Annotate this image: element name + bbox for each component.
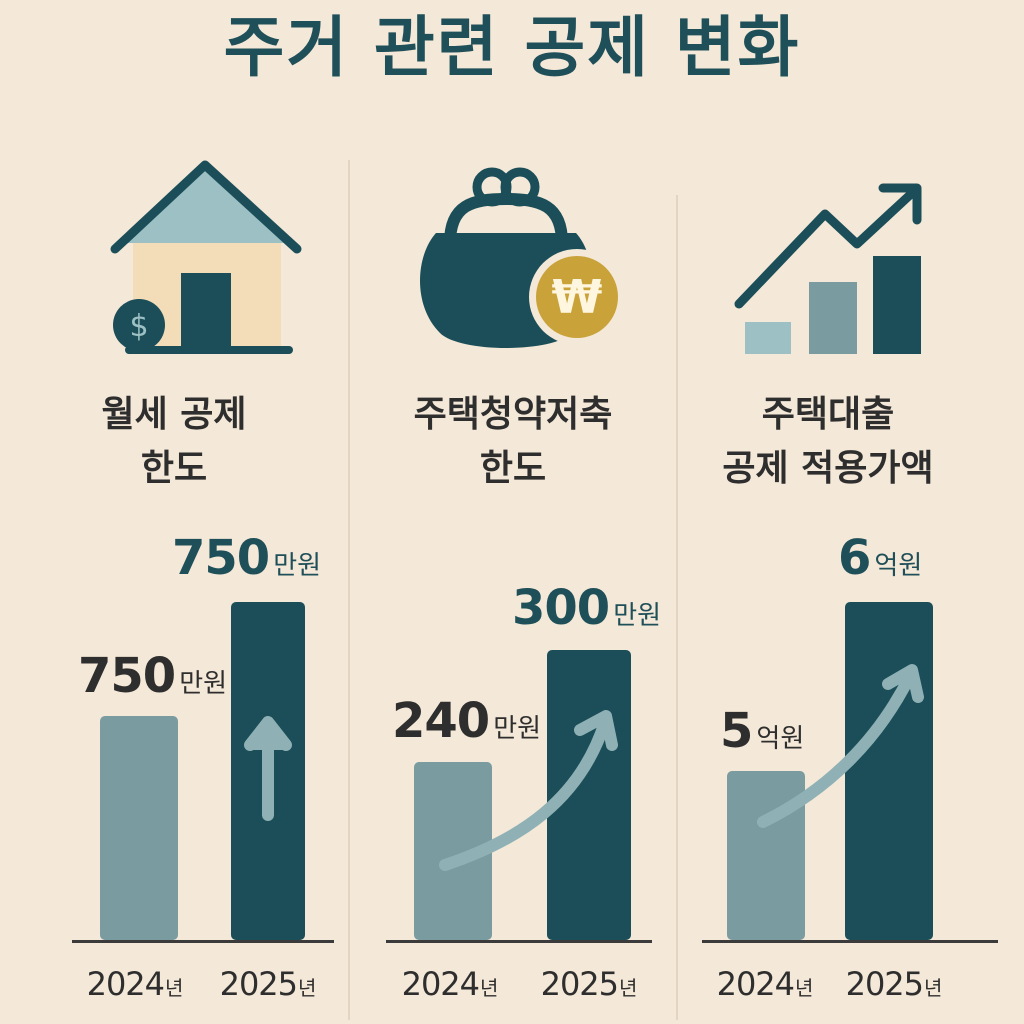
bar-2024: [727, 771, 805, 940]
bar-2025: [845, 602, 933, 940]
heading-line-2: 한도: [479, 448, 547, 489]
tick-year: 2024: [401, 965, 480, 1003]
value-label-2024: 5 억원: [720, 703, 804, 759]
tick-unit: 년: [165, 976, 184, 1000]
value-unit: 만원: [493, 714, 542, 744]
bar-2024: [100, 716, 178, 940]
value-label-2024: 750 만원: [78, 648, 227, 704]
value-number: 300: [512, 580, 610, 636]
x-axis-line: [72, 940, 334, 943]
panel-heading: 주택대출 공제 적용가액: [678, 388, 978, 496]
panel-heading: 주택청약저축 한도: [350, 388, 676, 496]
svg-text:$: $: [129, 309, 148, 344]
tick-unit: 년: [298, 976, 317, 1000]
tick-year: 2024: [716, 965, 795, 1003]
tick-unit: 년: [795, 976, 814, 1000]
value-number: 750: [78, 648, 176, 704]
panel-savings-deduction: ₩ 주택청약저축 한도 240 만원 300 만원 2024년 2025년: [350, 0, 676, 1024]
trend-arrow-icon: [244, 716, 292, 821]
coin-purse-icon: ₩: [420, 167, 625, 348]
trend-arrow-icon: [757, 664, 924, 828]
heading-line-2: 공제 적용가액: [722, 448, 934, 489]
value-label-2025: 6 억원: [838, 530, 922, 586]
heading-line-1: 월세 공제: [101, 394, 247, 435]
panel-mortgage-deduction: 주택대출 공제 적용가액 5 억원 6 억원 2024년 2025년: [678, 0, 1024, 1024]
page-title: 주거 관련 공제 변화: [223, 9, 801, 86]
divider-right: [676, 195, 678, 1020]
bar-chart: [100, 602, 305, 940]
value-unit: 만원: [613, 601, 662, 631]
x-axis-line: [702, 940, 998, 943]
panel-rent-deduction: $ 월세 공제 한도 750 만원 750 만원 2024년 2025년: [0, 0, 348, 1024]
tick-year: 2025: [845, 965, 924, 1003]
growth-chart-icon: [734, 183, 922, 354]
x-tick-label-2025: 2025년: [533, 965, 645, 1003]
tick-year: 2025: [219, 965, 298, 1003]
value-label-2024: 240 만원: [392, 693, 541, 749]
x-tick-label-2025: 2025년: [838, 965, 950, 1003]
tick-unit: 년: [924, 976, 943, 1000]
x-tick-label-2024: 2024년: [395, 965, 505, 1003]
bar-chart: [727, 602, 933, 940]
heading-line-1: 주택청약저축: [413, 394, 613, 435]
heading-line-2: 한도: [140, 448, 208, 489]
x-tick-label-2025: 2025년: [212, 965, 324, 1003]
value-unit: 억원: [874, 551, 923, 581]
value-unit: 만원: [179, 669, 228, 699]
value-label-2025: 750 만원: [172, 530, 321, 586]
svg-text:₩: ₩: [552, 270, 603, 324]
heading-line-1: 주택대출: [761, 394, 895, 435]
tick-year: 2024: [86, 965, 165, 1003]
value-unit: 억원: [756, 724, 805, 754]
x-axis-line: [386, 940, 652, 943]
value-number: 240: [392, 693, 490, 749]
bar-chart: [414, 650, 631, 940]
house-icon: $: [110, 160, 302, 354]
tick-unit: 년: [480, 976, 499, 1000]
value-number: 5: [720, 703, 753, 759]
tick-unit: 년: [619, 976, 638, 1000]
x-tick-label-2024: 2024년: [80, 965, 190, 1003]
bar-2024: [414, 762, 492, 940]
divider-left: [348, 160, 350, 1020]
value-label-2025: 300 만원: [512, 580, 661, 636]
tick-year: 2025: [540, 965, 619, 1003]
value-number: 750: [172, 530, 270, 586]
value-unit: 만원: [273, 551, 322, 581]
panel-heading: 월세 공제 한도: [0, 388, 348, 496]
trend-arrow-icon: [439, 710, 618, 871]
value-number: 6: [838, 530, 871, 586]
x-tick-label-2024: 2024년: [710, 965, 820, 1003]
